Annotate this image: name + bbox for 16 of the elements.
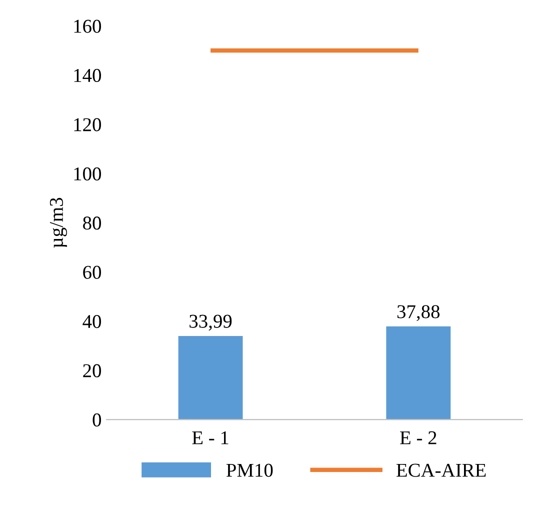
y-tick-label: 0 [92,413,101,427]
y-tick-label: 160 [74,20,101,33]
y-tick-label: 140 [74,68,101,82]
x-tick-label: E - 2 [400,431,436,444]
y-tick-label: 40 [82,314,101,328]
y-tick-label: 80 [83,216,101,230]
y-tick-label: 60 [83,266,101,279]
x-tick-label: E - 1 [192,431,228,444]
legend-label: PM10 [226,464,273,477]
y-tick-label: 20 [83,364,101,378]
y-tick-label: 100 [74,167,101,180]
y-tick-label: 120 [74,118,101,132]
legend-label: ECA-AIRE [396,464,486,477]
data-label: 37,88 [397,305,440,322]
data-label: 33,99 [190,314,232,331]
y-axis-title: µg/m3 [50,198,68,248]
